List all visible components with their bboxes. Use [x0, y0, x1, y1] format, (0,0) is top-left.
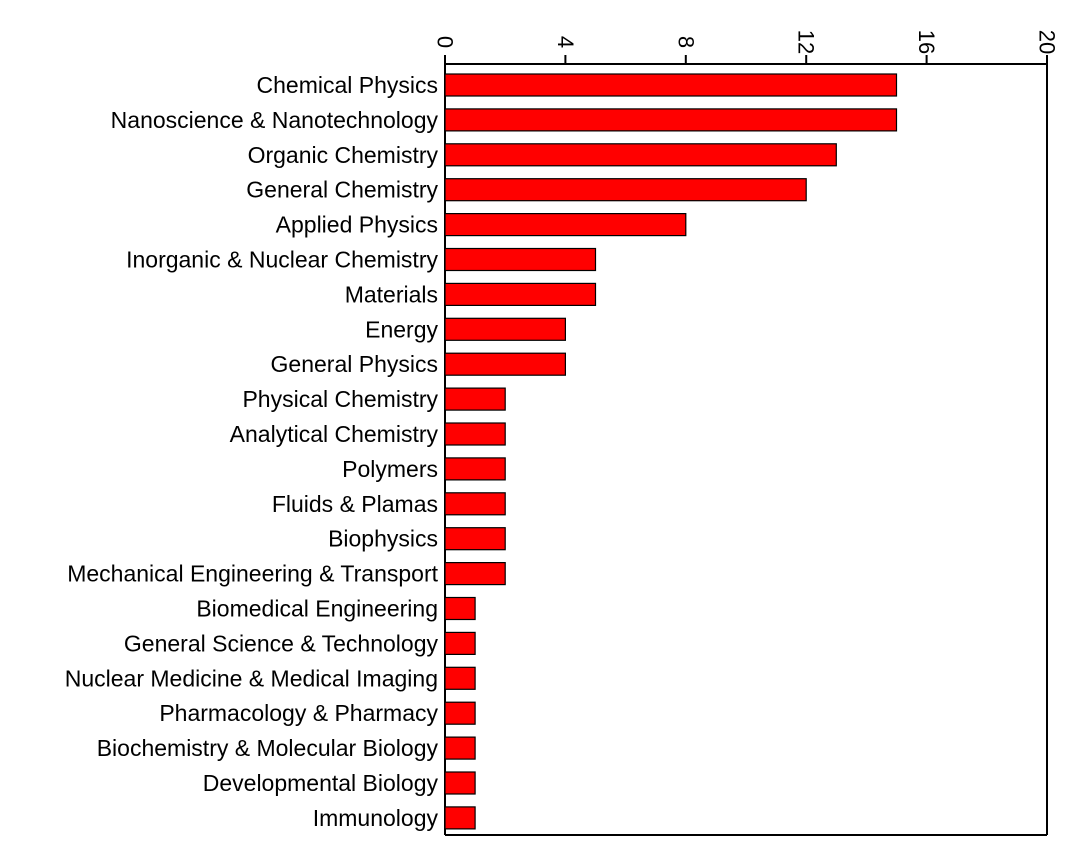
bar: [444, 701, 476, 725]
category-label: Applied Physics: [276, 212, 438, 238]
category-label: Polymers: [342, 456, 438, 482]
bar: [444, 73, 898, 97]
x-tick-label: 0: [433, 36, 458, 48]
bar: [444, 457, 506, 481]
bar: [444, 108, 898, 132]
category-label: Analytical Chemistry: [230, 421, 439, 447]
bar: [444, 213, 687, 237]
category-label: General Science & Technology: [124, 630, 439, 656]
category-label: Chemical Physics: [257, 72, 439, 98]
category-label: Inorganic & Nuclear Chemistry: [126, 247, 438, 273]
category-label: Physical Chemistry: [242, 386, 438, 412]
category-label: Energy: [365, 316, 438, 342]
bar: [444, 247, 597, 272]
category-label: Biochemistry & Molecular Biology: [97, 735, 439, 761]
bars-group: [444, 73, 898, 830]
category-label: Developmental Biology: [203, 770, 439, 796]
bar: [444, 596, 476, 621]
bar: [444, 561, 506, 586]
bar: [444, 317, 567, 341]
bar: [444, 666, 476, 690]
x-axis-ticks: 0 4 8 12 16 20: [433, 30, 1060, 64]
x-tick-label: 8: [673, 36, 698, 48]
x-tick-label: 16: [914, 30, 939, 54]
x-tick-label: 4: [553, 36, 578, 48]
bar: [444, 771, 476, 795]
bar: [444, 806, 476, 830]
bar: [444, 143, 837, 167]
x-tick-label: 20: [1035, 30, 1060, 54]
category-labels: Chemical Physics Nanoscience & Nanotechno…: [65, 72, 439, 831]
bar: [444, 736, 476, 760]
category-label: Materials: [345, 281, 438, 307]
category-label: Mechanical Engineering & Transport: [67, 561, 438, 587]
category-label: General Chemistry: [246, 177, 438, 203]
category-label: Nuclear Medicine & Medical Imaging: [65, 665, 438, 691]
bar: [444, 352, 567, 376]
bar: [444, 178, 807, 202]
bar: [444, 422, 506, 446]
bar: [444, 387, 506, 411]
category-label: Organic Chemistry: [248, 142, 439, 168]
x-tick-label: 12: [794, 30, 819, 54]
bar: [444, 631, 476, 656]
category-label: Nanoscience & Nanotechnology: [111, 107, 439, 133]
category-label: Immunology: [313, 805, 439, 831]
bar: [444, 492, 506, 516]
bar: [444, 527, 506, 551]
bar: [444, 282, 597, 306]
category-label: Pharmacology & Pharmacy: [159, 700, 438, 726]
category-label: Biophysics: [328, 526, 438, 552]
category-label: Biomedical Engineering: [196, 596, 438, 622]
category-label: Fluids & Plamas: [272, 491, 438, 517]
category-label: General Physics: [271, 351, 438, 377]
